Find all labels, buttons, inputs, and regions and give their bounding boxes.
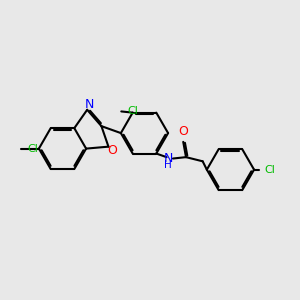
Text: Cl: Cl bbox=[28, 144, 39, 154]
Text: N: N bbox=[164, 152, 173, 165]
Text: H: H bbox=[164, 160, 172, 170]
Text: N: N bbox=[85, 98, 94, 111]
Text: O: O bbox=[178, 125, 188, 138]
Text: Cl: Cl bbox=[265, 165, 275, 175]
Text: Cl: Cl bbox=[128, 106, 138, 116]
Text: O: O bbox=[107, 144, 117, 157]
